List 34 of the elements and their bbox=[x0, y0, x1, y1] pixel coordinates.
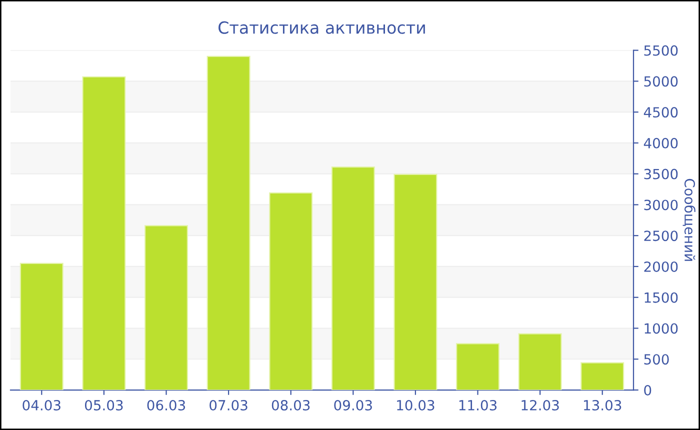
x-tick-label: 04.03 bbox=[22, 400, 60, 410]
x-tick-label: 07.03 bbox=[210, 400, 248, 410]
bar bbox=[82, 76, 126, 390]
x-tick-label: 11.03 bbox=[459, 400, 497, 410]
y-axis-title: Сообщений bbox=[682, 178, 696, 261]
y-tick-label: 5000 bbox=[644, 76, 678, 87]
x-tick-label: 08.03 bbox=[272, 400, 310, 410]
y-tick-label: 500 bbox=[644, 354, 669, 365]
x-tick-label: 12.03 bbox=[522, 400, 559, 410]
bar bbox=[394, 174, 438, 390]
y-tick-label: 1000 bbox=[644, 323, 678, 334]
bar bbox=[206, 56, 250, 390]
bar bbox=[456, 343, 500, 390]
y-tick-label: 2000 bbox=[644, 261, 678, 272]
bar bbox=[580, 362, 624, 390]
y-tick-label: 4000 bbox=[644, 138, 678, 148]
y-tick-label: 5500 bbox=[644, 45, 678, 56]
bar bbox=[518, 333, 562, 390]
y-tick-label: 3000 bbox=[644, 200, 678, 210]
y-tick-label: 2500 bbox=[644, 230, 678, 242]
y-tick-label: 3500 bbox=[644, 168, 678, 180]
bar bbox=[144, 225, 188, 390]
y-tick-label: 1500 bbox=[644, 292, 678, 303]
y-tick-label: 4500 bbox=[644, 107, 678, 118]
y-tick-label: 0 bbox=[644, 384, 652, 396]
x-tick-label: 09.03 bbox=[334, 400, 372, 410]
chart-title: Статистика активности bbox=[218, 21, 425, 34]
x-tick-label: 06.03 bbox=[147, 400, 186, 410]
x-tick-label: 13.03 bbox=[584, 400, 622, 410]
bar bbox=[331, 166, 375, 390]
bar bbox=[20, 262, 64, 390]
x-tick-label: 05.03 bbox=[84, 400, 123, 410]
bar bbox=[269, 192, 313, 390]
x-tick-label: 10.03 bbox=[397, 400, 434, 410]
